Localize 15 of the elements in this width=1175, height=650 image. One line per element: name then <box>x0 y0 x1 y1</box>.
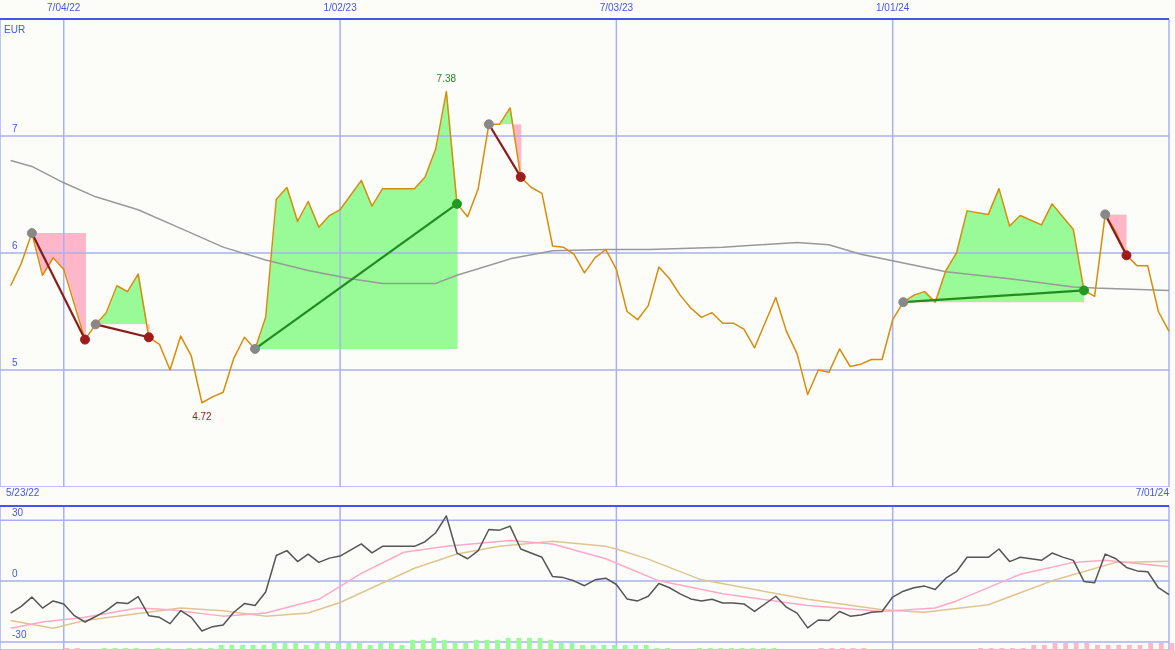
x-tick-label: 7/04/22 <box>47 2 81 13</box>
y-tick-label: 7 <box>12 123 18 134</box>
x-tick-label: 7/03/23 <box>599 2 634 13</box>
y-axis-title: EUR <box>4 24 26 35</box>
annotation: 5/23/22 <box>6 487 40 498</box>
x-tick-label: 1/01/24 <box>876 2 910 13</box>
annotation: 4.72 <box>192 410 213 422</box>
y-tick-label: 30 <box>12 507 24 519</box>
x-tick-label: 1/02/23 <box>323 2 358 13</box>
y-tick-label: 0 <box>12 568 18 580</box>
annotation: 7/01/24 <box>1135 487 1169 498</box>
y-tick-label: 6 <box>12 240 18 251</box>
annotation: 7.38 <box>436 72 457 84</box>
y-tick-label: -30 <box>12 628 27 640</box>
y-tick-label: 5 <box>12 357 18 368</box>
